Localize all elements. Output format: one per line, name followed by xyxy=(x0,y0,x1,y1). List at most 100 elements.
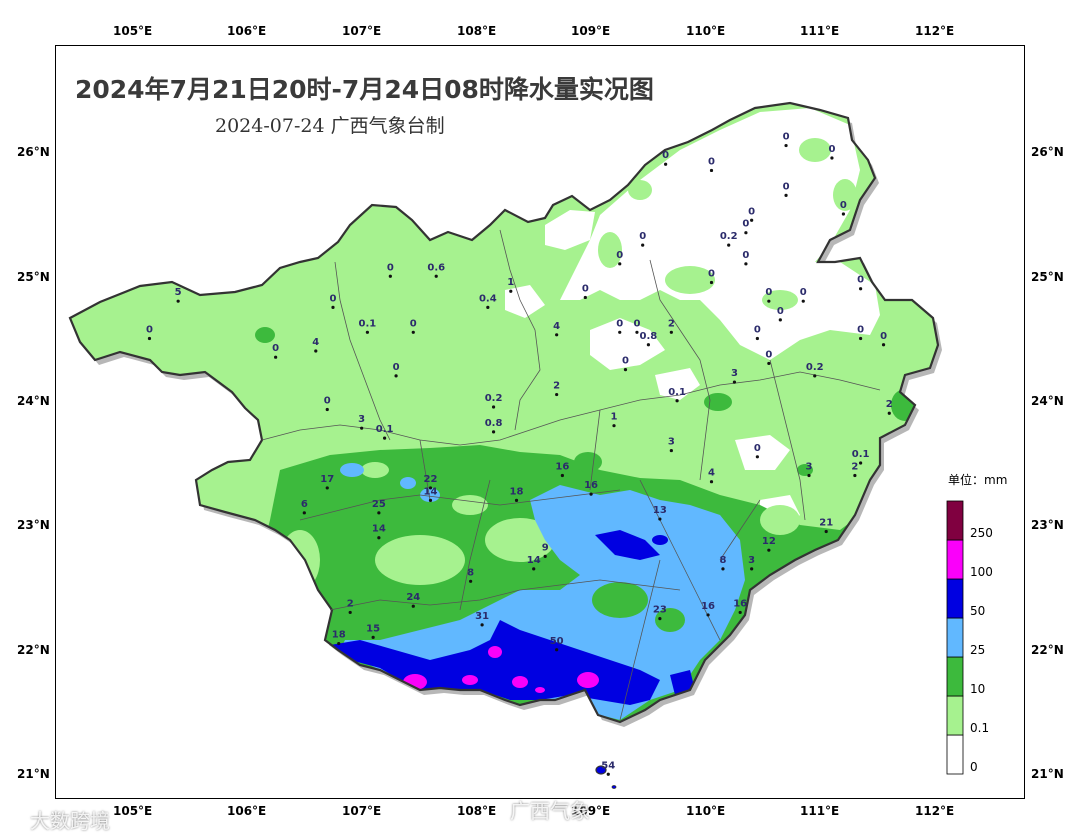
station-dot xyxy=(383,436,387,440)
station-dot xyxy=(623,368,628,372)
station-value-label: 0 xyxy=(616,318,623,329)
station-dot xyxy=(377,536,381,540)
station-value-label: 0 xyxy=(330,293,337,304)
station-dot xyxy=(428,486,433,490)
station-dot xyxy=(555,392,559,397)
station-dot xyxy=(331,305,335,309)
station-dot xyxy=(635,330,639,334)
lat-tick-right: 25°N xyxy=(1031,270,1064,284)
station-value-label: 0 xyxy=(639,231,646,242)
station-dot xyxy=(664,162,668,166)
station-value-label: 0 xyxy=(765,287,772,298)
legend-swatch xyxy=(946,656,964,697)
station-dot xyxy=(314,349,318,353)
station-value-label: 0 xyxy=(748,206,755,217)
legend-swatch xyxy=(946,539,964,580)
station-value-label: 6 xyxy=(301,499,308,510)
lat-tick-left: 21°N xyxy=(17,767,50,781)
legend-colorbar xyxy=(946,500,964,775)
station-dot xyxy=(675,399,679,403)
station-value-label: 0 xyxy=(857,325,864,336)
station-dot xyxy=(543,554,547,559)
station-dot xyxy=(337,641,341,646)
station-dot xyxy=(486,305,490,309)
station-value-label: 13 xyxy=(653,505,667,516)
station-dot xyxy=(755,336,759,341)
lat-tick-left: 25°N xyxy=(17,270,50,284)
station-dot xyxy=(709,480,714,484)
station-value-label: 12 xyxy=(762,536,776,547)
legend-swatch xyxy=(946,617,964,658)
station-dot xyxy=(589,492,593,496)
lon-tick-top: 111°E xyxy=(800,24,840,38)
station-dot xyxy=(767,361,771,366)
station-dot xyxy=(646,343,651,347)
station-value-label: 0 xyxy=(783,132,790,143)
station-value-label: 14 xyxy=(527,555,541,566)
station-value-label: 0 xyxy=(742,250,749,261)
station-value-label: 0.1 xyxy=(359,318,377,329)
station-value-label: 0 xyxy=(662,150,669,161)
station-dot xyxy=(881,343,886,347)
legend-swatch xyxy=(946,695,964,736)
station-value-label: 0 xyxy=(272,343,279,354)
station-value-label: 0.1 xyxy=(376,424,394,435)
station-value-label: 16 xyxy=(555,461,569,472)
watermark-center: 广西气象 xyxy=(510,799,590,823)
station-value-label: 0 xyxy=(754,325,761,336)
station-value-label: 0.2 xyxy=(485,393,503,404)
station-value-label: 14 xyxy=(372,524,386,535)
station-value-label: 0 xyxy=(616,250,623,261)
lon-tick-top: 106°E xyxy=(227,24,267,38)
station-value-label: 0 xyxy=(880,331,887,342)
legend-label: 10 xyxy=(970,682,986,696)
lon-tick-top: 109°E xyxy=(571,24,611,38)
station-value-label: 0 xyxy=(708,269,715,280)
lat-tick-left: 24°N xyxy=(17,394,50,408)
station-value-label: 0 xyxy=(146,325,153,336)
station-dot xyxy=(669,330,673,334)
station-dot xyxy=(532,567,536,571)
station-dot xyxy=(371,635,375,639)
station-value-label: 2 xyxy=(553,381,560,392)
station-dot xyxy=(176,299,180,303)
station-value-label: 16 xyxy=(584,480,598,491)
station-value-label: 0 xyxy=(324,395,331,406)
station-dot xyxy=(778,318,782,322)
station-dot xyxy=(755,455,759,459)
weizhou-island xyxy=(595,765,607,775)
station-dot xyxy=(560,473,564,478)
station-value-label: 0 xyxy=(410,318,417,329)
station-value-label: 0.2 xyxy=(806,362,824,373)
station-dot xyxy=(801,299,805,303)
station-dot xyxy=(732,380,737,384)
lat-tick-left: 26°N xyxy=(17,145,50,159)
station-value-label: 3 xyxy=(731,368,738,379)
station-dot xyxy=(727,243,731,247)
station-dot xyxy=(859,336,863,341)
lon-tick-bottom: 107°E xyxy=(342,804,382,818)
station-value-label: 0 xyxy=(393,362,400,373)
station-value-label: 0 xyxy=(857,275,864,286)
station-dot xyxy=(859,287,863,291)
station-dot xyxy=(784,143,788,148)
legend-title: 单位：mm xyxy=(948,473,1008,487)
station-value-label: 4 xyxy=(312,337,319,348)
station-value-label: 0 xyxy=(708,156,715,167)
station-value-label: 15 xyxy=(366,623,380,634)
legend-label: 0.1 xyxy=(970,721,990,735)
station-dot xyxy=(348,610,352,615)
lon-tick-bottom: 109°E xyxy=(571,804,611,818)
legend-label: 100 xyxy=(970,565,993,579)
legend-label: 25 xyxy=(970,643,986,657)
station-dot xyxy=(555,333,559,337)
station-dot xyxy=(555,648,559,652)
lat-tick-left: 22°N xyxy=(17,643,50,657)
station-value-label: 2 xyxy=(347,598,354,609)
station-value-label: 0 xyxy=(765,349,772,360)
station-dot xyxy=(813,374,817,378)
station-dot xyxy=(824,529,828,534)
station-dot xyxy=(612,424,616,428)
station-value-label: 17 xyxy=(320,474,334,485)
station-dot xyxy=(411,604,415,608)
